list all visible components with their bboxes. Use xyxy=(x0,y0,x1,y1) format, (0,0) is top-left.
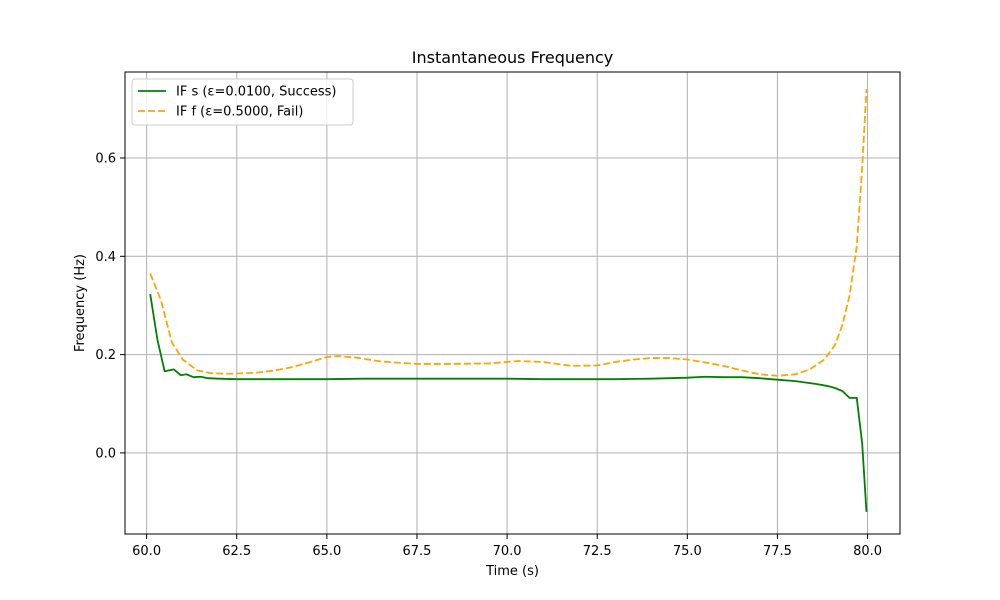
series-layer xyxy=(149,89,868,512)
x-tick-label: 60.0 xyxy=(132,544,161,559)
series-line-if-s xyxy=(149,294,868,512)
chart-title: Instantaneous Frequency xyxy=(412,48,613,67)
y-tick-label: 0.6 xyxy=(95,152,116,167)
plot-frame xyxy=(124,71,901,535)
series-line-if-f xyxy=(149,89,868,377)
x-tick-label: 67.5 xyxy=(403,544,432,559)
x-tick-label: 80.0 xyxy=(853,544,882,559)
x-axis-label: Time (s) xyxy=(485,564,539,579)
x-axis: 60.0 62.5 65.0 67.5 70.0 72.5 75.0 77.5 80.0 xyxy=(132,534,882,559)
x-tick-label: 75.0 xyxy=(673,544,702,559)
x-tick-label: 70.0 xyxy=(493,544,522,559)
grid-layer xyxy=(125,72,900,534)
y-axis: 0.0 0.2 0.4 0.6 xyxy=(95,152,125,461)
y-tick-label: 0.2 xyxy=(95,348,116,363)
y-tick-label: 0.0 xyxy=(95,446,116,461)
x-tick-label: 65.0 xyxy=(312,544,341,559)
legend-label: IF f (ε=0.5000, Fail) xyxy=(176,105,303,120)
x-tick-label: 62.5 xyxy=(222,544,251,559)
y-axis-label: Frequency (Hz) xyxy=(73,254,88,352)
legend-box xyxy=(131,78,354,126)
x-tick-label: 77.5 xyxy=(763,544,792,559)
legend: IF s (ε=0.0100, Success) IF f (ε=0.5000, … xyxy=(131,78,354,126)
legend-label: IF s (ε=0.0100, Success) xyxy=(176,85,337,100)
y-tick-label: 0.4 xyxy=(95,250,116,265)
x-tick-label: 72.5 xyxy=(583,544,612,559)
